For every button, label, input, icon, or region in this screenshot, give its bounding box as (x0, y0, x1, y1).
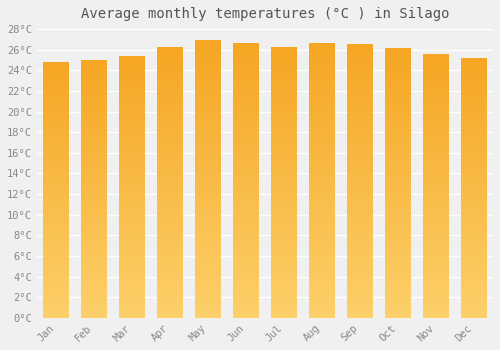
Title: Average monthly temperatures (°C ) in Silago: Average monthly temperatures (°C ) in Si… (80, 7, 449, 21)
